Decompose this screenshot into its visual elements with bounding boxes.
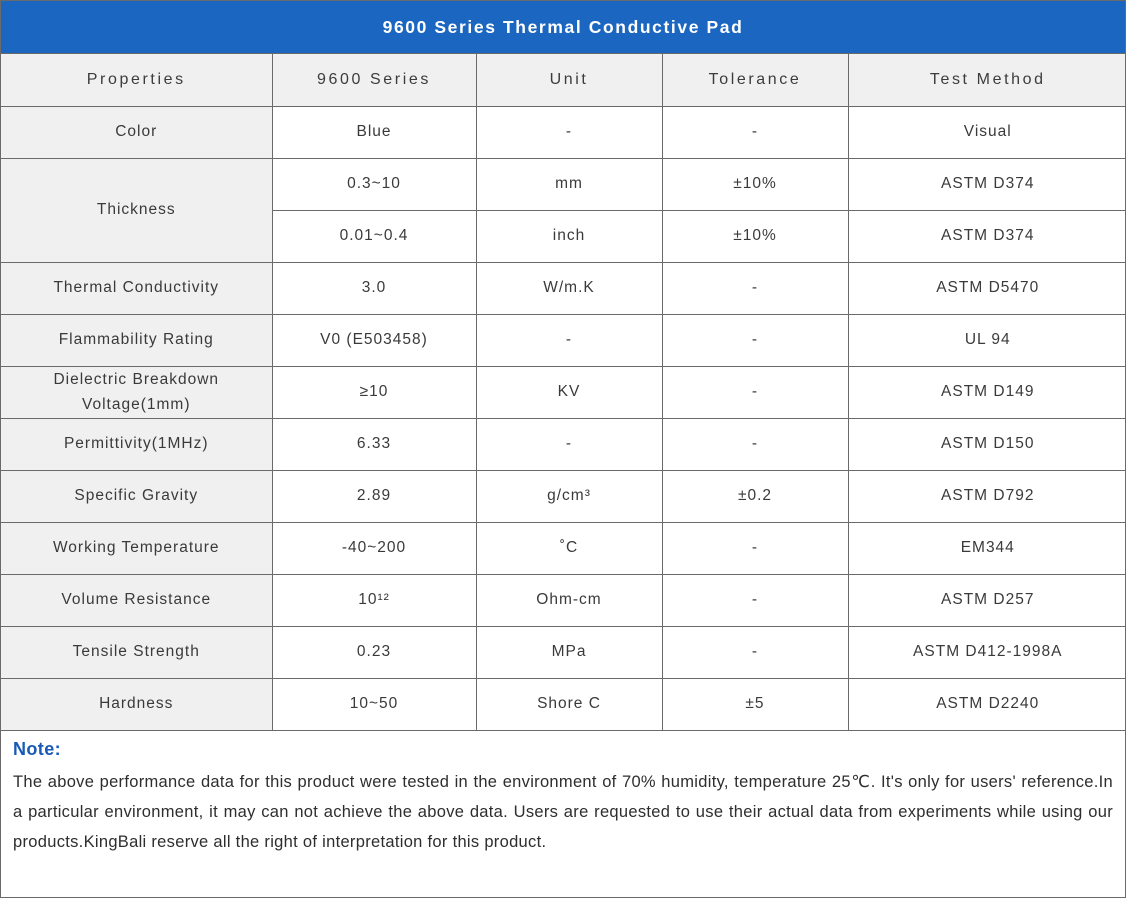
title-bar: 9600 Series Thermal Conductive Pad — [1, 1, 1125, 53]
value-cell: - — [661, 106, 849, 159]
table-row-volume-resistance: Volume Resistance 10¹² Ohm-cm - ASTM D25… — [1, 574, 1125, 627]
table-row-tensile-strength: Tensile Strength 0.23 MPa - ASTM D412-19… — [1, 626, 1125, 679]
value-cell: ≥10 — [271, 366, 477, 419]
value-cell: 6.33 — [271, 418, 477, 471]
value-cell: Visual — [847, 106, 1125, 159]
note-title: Note: — [13, 739, 61, 759]
value-cell: inch — [475, 210, 663, 263]
value-cell: MPa — [475, 626, 663, 679]
value-cell: -40~200 — [271, 522, 477, 575]
value-cell: KV — [475, 366, 663, 419]
value-cell: Shore C — [475, 678, 663, 731]
value-cell: ASTM D374 — [847, 158, 1125, 211]
property-cell: Working Temperature — [1, 522, 273, 575]
property-cell: Hardness — [1, 678, 273, 731]
value-cell: - — [661, 314, 849, 367]
value-cell: ASTM D149 — [847, 366, 1125, 419]
value-cell: mm — [475, 158, 663, 211]
value-cell: ±10% — [661, 210, 849, 263]
value-cell: 10~50 — [271, 678, 477, 731]
value-cell: - — [661, 366, 849, 419]
property-cell: Flammability Rating — [1, 314, 273, 367]
table-row-permittivity: Permittivity(1MHz) 6.33 - - ASTM D150 — [1, 418, 1125, 471]
property-cell: Thickness — [1, 158, 273, 263]
property-cell: Specific Gravity — [1, 470, 273, 523]
note-section: Note: The above performance data for thi… — [1, 731, 1125, 886]
property-cell: Color — [1, 106, 273, 159]
value-cell: ASTM D412-1998A — [847, 626, 1125, 679]
value-cell: ASTM D374 — [847, 210, 1125, 263]
value-cell: - — [475, 314, 663, 367]
column-header-unit: Unit — [475, 53, 663, 107]
value-cell: - — [661, 262, 849, 315]
column-header-series: 9600 Series — [271, 53, 477, 107]
value-cell: - — [661, 626, 849, 679]
column-header-test-method: Test Method — [847, 53, 1125, 107]
property-cell: Volume Resistance — [1, 574, 273, 627]
value-cell: 3.0 — [271, 262, 477, 315]
header-row: Properties 9600 Series Unit Tolerance Te… — [1, 53, 1125, 107]
property-cell: Dielectric Breakdown Voltage(1mm) — [1, 366, 273, 419]
value-cell: W/m.K — [475, 262, 663, 315]
table-row-dielectric-breakdown: Dielectric Breakdown Voltage(1mm) ≥10 KV… — [1, 366, 1125, 419]
page-title: 9600 Series Thermal Conductive Pad — [382, 16, 744, 37]
table-row-specific-gravity: Specific Gravity 2.89 g/cm³ ±0.2 ASTM D7… — [1, 470, 1125, 523]
value-cell: 2.89 — [271, 470, 477, 523]
value-cell: EM344 — [847, 522, 1125, 575]
note-text: The above performance data for this prod… — [13, 773, 1113, 851]
table-row-thermal-conductivity: Thermal Conductivity 3.0 W/m.K - ASTM D5… — [1, 262, 1125, 315]
value-cell: V0 (E503458) — [271, 314, 477, 367]
value-cell: ±0.2 — [661, 470, 849, 523]
table-row-thickness-mm: Thickness 0.3~10 mm ±10% ASTM D374 — [1, 158, 1125, 263]
value-cell: ASTM D5470 — [847, 262, 1125, 315]
value-cell: 0.3~10 — [271, 158, 477, 211]
column-header-tolerance: Tolerance — [661, 53, 849, 107]
value-cell: 0.01~0.4 — [272, 210, 477, 263]
value-cell: Ohm-cm — [475, 574, 663, 627]
value-cell: ASTM D2240 — [847, 678, 1125, 731]
value-cell: UL 94 — [847, 314, 1125, 367]
table-row-flammability: Flammability Rating V0 (E503458) - - UL … — [1, 314, 1125, 367]
property-cell: Tensile Strength — [1, 626, 273, 679]
value-cell: - — [661, 574, 849, 627]
value-cell: Blue — [271, 106, 477, 159]
value-cell: - — [661, 522, 849, 575]
property-cell: Permittivity(1MHz) — [1, 418, 273, 471]
table-row-color: Color Blue - - Visual — [1, 106, 1125, 159]
value-cell: g/cm³ — [475, 470, 663, 523]
column-header-properties: Properties — [1, 53, 273, 107]
value-cell: ±5 — [661, 678, 849, 731]
spec-table: Properties 9600 Series Unit Tolerance Te… — [1, 53, 1125, 731]
table-row-hardness: Hardness 10~50 Shore C ±5 ASTM D2240 — [1, 678, 1125, 731]
value-cell: ASTM D257 — [847, 574, 1125, 627]
value-cell: - — [475, 418, 663, 471]
value-cell: - — [661, 418, 849, 471]
value-cell: ˚C — [475, 522, 663, 575]
value-cell: ±10% — [661, 158, 849, 211]
value-cell: - — [475, 106, 663, 159]
value-cell: ASTM D792 — [847, 470, 1125, 523]
value-cell: 0.23 — [271, 626, 477, 679]
property-cell: Thermal Conductivity — [1, 262, 273, 315]
value-cell: ASTM D150 — [847, 418, 1125, 471]
value-cell: 10¹² — [271, 574, 477, 627]
table-row-working-temperature: Working Temperature -40~200 ˚C - EM344 — [1, 522, 1125, 575]
